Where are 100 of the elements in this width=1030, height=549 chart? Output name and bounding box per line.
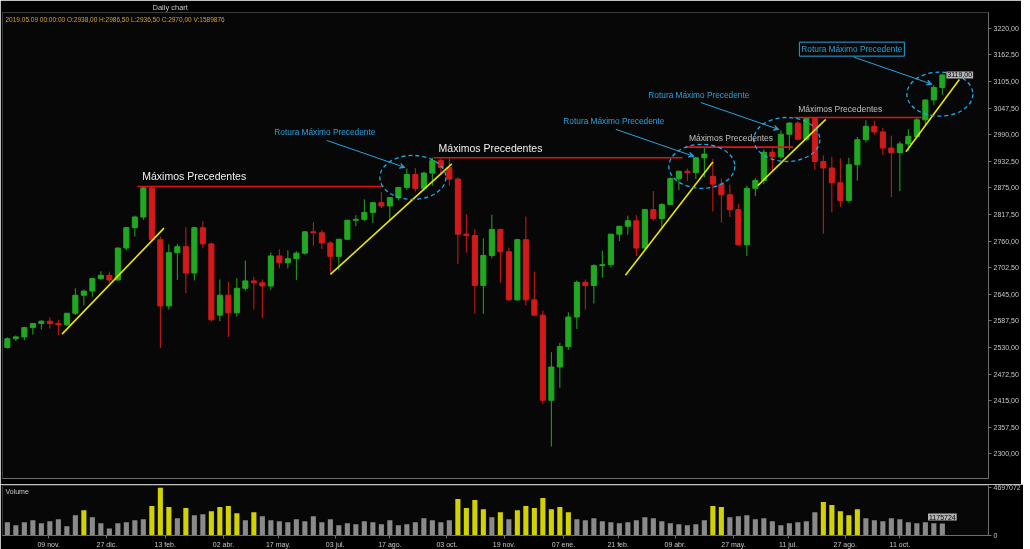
bar xyxy=(854,509,860,536)
candlestick xyxy=(80,289,87,306)
bar xyxy=(208,511,214,536)
bar xyxy=(922,522,928,536)
candlestick xyxy=(446,157,453,187)
annotation: Rotura Máximo Precedente xyxy=(648,89,750,100)
bar xyxy=(55,519,61,536)
bar xyxy=(761,518,767,536)
bar xyxy=(914,523,920,536)
bar xyxy=(650,518,656,536)
bar xyxy=(268,520,274,536)
bar xyxy=(591,518,597,536)
candlestick xyxy=(335,238,342,271)
bar xyxy=(404,524,410,536)
candlestick xyxy=(301,230,308,256)
candlestick xyxy=(412,167,419,193)
candlestick xyxy=(726,184,733,218)
candlestick xyxy=(599,250,606,279)
bar xyxy=(276,521,282,536)
bar xyxy=(327,519,333,536)
bar xyxy=(574,519,580,536)
bar xyxy=(353,524,359,536)
bar xyxy=(565,512,571,536)
candlestick xyxy=(310,221,317,247)
bar xyxy=(47,521,53,536)
annotation: Rotura Máximo Precedente xyxy=(563,116,665,127)
bar xyxy=(166,507,172,536)
bar xyxy=(174,518,180,536)
candlestick xyxy=(361,198,368,222)
candlestick xyxy=(684,167,691,182)
candlestick xyxy=(828,156,835,213)
candlestick xyxy=(556,342,563,389)
bar xyxy=(769,521,775,536)
bar xyxy=(106,528,112,536)
candlestick xyxy=(199,220,206,249)
bar xyxy=(395,525,401,536)
bar xyxy=(880,521,886,536)
candlestick xyxy=(276,248,283,269)
bar xyxy=(803,521,809,536)
candlestick xyxy=(922,99,929,126)
candlestick xyxy=(97,270,104,281)
candlestick xyxy=(352,214,359,227)
bar xyxy=(710,506,716,536)
candlestick xyxy=(318,229,325,250)
bar xyxy=(38,523,44,536)
bar xyxy=(4,522,10,536)
candlestick xyxy=(29,322,36,336)
bar xyxy=(540,497,546,536)
candlestick xyxy=(293,250,300,281)
bar xyxy=(140,519,146,536)
bar xyxy=(285,522,291,536)
bar xyxy=(752,519,758,536)
bar xyxy=(234,513,240,536)
bar xyxy=(863,518,869,536)
candlestick xyxy=(531,271,538,317)
candlestick xyxy=(650,190,657,222)
series-label: Máximos Precedentes xyxy=(142,170,247,183)
bar xyxy=(81,510,87,536)
bar xyxy=(608,522,614,536)
bar xyxy=(616,523,622,536)
candlestick xyxy=(888,135,895,198)
candlestick xyxy=(769,148,776,172)
bar xyxy=(149,506,155,536)
candlestick xyxy=(89,277,96,298)
candlestick xyxy=(582,279,589,311)
bar xyxy=(667,523,673,536)
bar xyxy=(837,511,843,536)
candlestick xyxy=(369,202,376,224)
bar xyxy=(871,520,877,536)
candlestick xyxy=(658,202,665,228)
bar xyxy=(242,520,248,536)
series-label: Máximos Precedentes xyxy=(798,103,883,114)
bar xyxy=(786,523,792,536)
bar xyxy=(183,508,189,536)
bar xyxy=(829,505,835,536)
bar xyxy=(344,523,350,536)
candlestick xyxy=(718,178,725,224)
candlestick xyxy=(939,73,946,96)
bar xyxy=(820,502,826,536)
bar xyxy=(557,507,563,536)
bar xyxy=(795,522,801,536)
bar xyxy=(506,519,512,536)
bar xyxy=(744,515,750,536)
candlestick xyxy=(497,228,504,284)
bar xyxy=(438,522,444,536)
candlestick xyxy=(896,141,903,192)
candlestick xyxy=(284,249,291,269)
candlestick xyxy=(820,154,827,235)
bar xyxy=(846,515,852,536)
bar xyxy=(429,520,435,536)
bar xyxy=(633,520,639,536)
candlestick xyxy=(879,127,886,156)
bar xyxy=(548,509,554,536)
series-label: Máximos Precedentes xyxy=(438,141,543,154)
bar xyxy=(13,525,19,536)
candlestick xyxy=(777,130,784,160)
candlestick xyxy=(590,263,597,305)
bar xyxy=(514,510,520,536)
bar xyxy=(310,516,316,536)
candlestick xyxy=(463,213,470,254)
